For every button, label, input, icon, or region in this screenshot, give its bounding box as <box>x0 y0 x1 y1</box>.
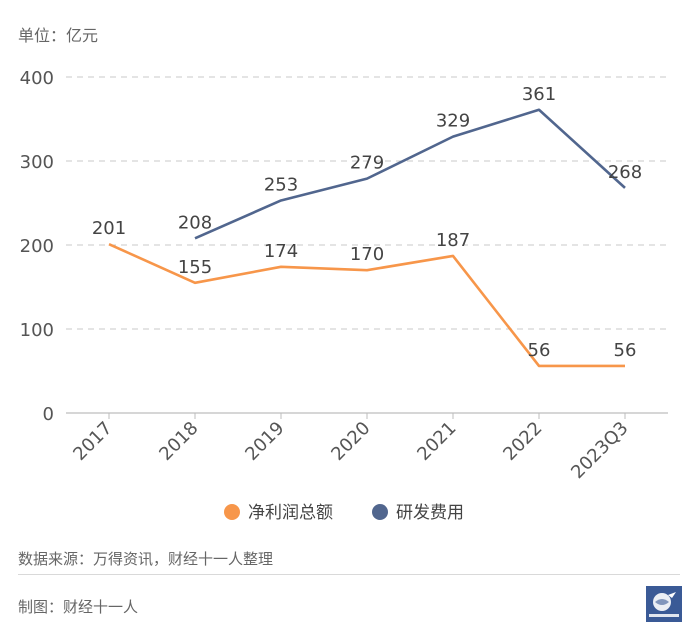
axes: 0 100 200 300 400 2017 2018 2019 2020 2021 2022 202… <box>20 68 668 483</box>
series <box>108 108 626 368</box>
legend-label: 研发费用 <box>396 503 464 523</box>
data-label: 208 <box>178 212 212 233</box>
grid-lines <box>66 76 668 330</box>
data-label: 253 <box>264 174 298 195</box>
chart-credit: 制图：财经十一人 <box>18 598 139 616</box>
data-label: 361 <box>522 84 556 105</box>
x-tick-label: 2017 <box>69 418 116 465</box>
x-tick-label: 2021 <box>413 418 460 465</box>
x-tick-label: 2019 <box>241 418 288 465</box>
data-label: 268 <box>608 162 642 183</box>
footer-divider <box>18 574 680 575</box>
data-label: 56 <box>614 340 637 361</box>
data-label: 56 <box>528 340 551 361</box>
y-tick-label: 400 <box>20 68 54 89</box>
unit-label: 单位：亿元 <box>18 26 99 45</box>
legend-marker <box>224 504 240 520</box>
y-tick-label: 200 <box>20 236 54 257</box>
line-chart: 0 100 200 300 400 2017 2018 2019 2020 2021 2022 202… <box>20 68 668 523</box>
y-tick-label: 100 <box>20 320 54 341</box>
legend-marker <box>372 504 388 520</box>
x-tick-label: 2023Q3 <box>567 418 632 483</box>
data-label: 279 <box>350 153 384 174</box>
legend: 净利润总额 研发费用 <box>224 503 464 523</box>
data-label: 170 <box>350 244 384 265</box>
logo <box>646 586 682 622</box>
legend-label: 净利润总额 <box>248 503 333 523</box>
data-source: 数据来源：万得资讯，财经十一人整理 <box>18 550 274 568</box>
data-label: 174 <box>264 241 298 262</box>
x-tick-label: 2020 <box>327 418 374 465</box>
y-tick-label: 0 <box>43 404 54 425</box>
data-labels: 201 155 174 170 187 56 56 208 253 279 329 361 268 <box>92 84 642 361</box>
x-tick-label: 2022 <box>499 418 546 465</box>
y-tick-label: 300 <box>20 152 54 173</box>
x-tick-label: 2018 <box>155 418 202 465</box>
globe-icon <box>649 592 679 617</box>
data-label: 187 <box>436 230 470 251</box>
data-label: 201 <box>92 218 126 239</box>
data-label: 329 <box>436 111 470 132</box>
series-line <box>108 242 625 368</box>
series-line <box>194 108 626 240</box>
data-label: 155 <box>178 257 212 278</box>
